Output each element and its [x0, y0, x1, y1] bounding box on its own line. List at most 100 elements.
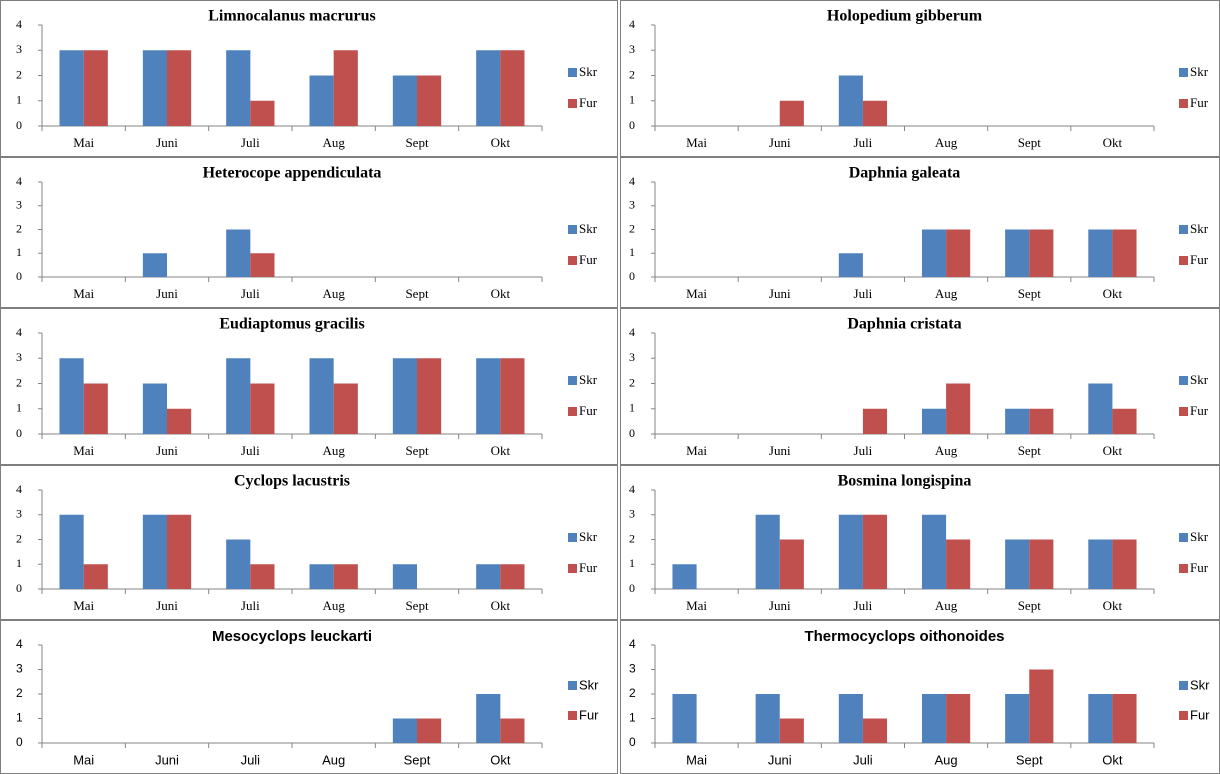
y-tick-label: 2 — [629, 375, 635, 389]
chart-panel: Eudiaptomus gracilis 0 1 2 3 4 Mai Juni Juli Aug S… — [0, 308, 618, 465]
bar-fur — [250, 253, 275, 277]
bar-fur — [862, 718, 888, 743]
y-tick-label: 0 — [629, 426, 635, 440]
bar-fur — [946, 694, 971, 743]
legend-swatch-skr — [568, 68, 577, 77]
y-tick-label: 4 — [16, 325, 22, 339]
bar-fur — [779, 718, 804, 743]
x-tick-label: Aug — [322, 286, 345, 301]
bar-skr — [309, 564, 334, 589]
y-tick-label: 3 — [629, 350, 635, 364]
bar-fur — [1112, 694, 1137, 743]
x-tick-label: Sept — [1016, 752, 1043, 767]
bar-skr — [921, 229, 947, 277]
bar-fur — [779, 100, 804, 126]
legend-label-skr: Skr — [1190, 529, 1209, 544]
bar-chart: Bosmina longispina 0 1 2 3 4 Mai Juni Juli Aug Sep… — [629, 473, 1209, 613]
y-tick-label: 3 — [16, 507, 22, 521]
legend-swatch-fur — [1179, 99, 1188, 108]
legend-swatch-fur — [568, 99, 577, 108]
y-tick-label: 1 — [629, 401, 635, 415]
y-tick-label: 4 — [16, 637, 23, 651]
x-tick-label: Juni — [769, 598, 791, 613]
y-tick-label: 4 — [629, 482, 635, 496]
legend-swatch-skr — [568, 376, 577, 385]
x-tick-label: Juli — [241, 443, 260, 458]
bar-skr — [226, 50, 251, 126]
chart-panel: Mesocyclops leuckarti 0 1 2 3 4 Mai Juni Juli Aug… — [0, 620, 618, 774]
bar-skr — [476, 50, 501, 126]
bar-fur — [1112, 408, 1137, 434]
bar-fur — [946, 229, 971, 277]
bar-skr — [1088, 229, 1113, 277]
x-tick-label: Okt — [491, 443, 511, 458]
bar-fur — [167, 514, 192, 589]
legend-label-fur: Fur — [1190, 560, 1209, 575]
bar-skr — [1005, 408, 1030, 434]
bar-chart: Eudiaptomus gracilis 0 1 2 3 4 Mai Juni Juli Aug S… — [16, 316, 598, 458]
bar-fur — [167, 50, 192, 126]
bar-skr — [309, 358, 334, 434]
bar-fur — [250, 100, 275, 126]
bar-fur — [250, 564, 275, 589]
chart-panel: Heterocope appendiculata 0 1 2 3 4 Mai Juni Juli… — [0, 157, 618, 308]
x-tick-label: Okt — [1103, 598, 1123, 613]
x-tick-label: Juli — [854, 286, 873, 301]
bar-fur — [500, 358, 525, 434]
bar-skr — [59, 358, 84, 434]
bar-chart: Limnocalanus macrurus 0 1 2 3 4 Mai Juni Juli Aug… — [16, 8, 598, 150]
legend-label-skr: Skr — [579, 529, 598, 544]
y-tick-label: 0 — [16, 426, 22, 440]
bar-fur — [946, 383, 971, 434]
legend-swatch-fur — [1179, 256, 1188, 265]
y-tick-label: 1 — [16, 401, 22, 415]
bar-fur — [779, 539, 804, 589]
x-tick-label: Mai — [73, 135, 94, 150]
x-tick-label: Juli — [854, 443, 873, 458]
bar-chart: Holopedium gibberum 0 1 2 3 4 Mai Juni Juli Aug Se… — [629, 8, 1209, 150]
bar-fur — [417, 718, 442, 743]
chart-title: Bosmina longispina — [838, 473, 972, 490]
chart-title: Mesocyclops leuckarti — [212, 628, 372, 645]
chart-title: Heterocope appendiculata — [203, 165, 382, 182]
bar-skr — [392, 358, 417, 434]
bar-fur — [1112, 539, 1137, 589]
legend-swatch-fur — [568, 711, 577, 720]
y-tick-label: 2 — [16, 67, 22, 81]
x-tick-label: Juni — [156, 286, 178, 301]
legend-label-skr: Skr — [579, 677, 599, 692]
y-tick-label: 0 — [16, 118, 22, 132]
bar-fur — [500, 718, 525, 743]
y-tick-label: 1 — [16, 245, 22, 259]
x-tick-label: Aug — [935, 752, 958, 767]
x-tick-label: Aug — [322, 598, 345, 613]
y-tick-label: 0 — [629, 581, 635, 595]
x-tick-label: Aug — [935, 135, 958, 150]
x-tick-label: Juni — [768, 752, 792, 767]
legend-swatch-fur — [1179, 564, 1188, 573]
legend-swatch-skr — [568, 225, 577, 234]
y-tick-label: 3 — [16, 350, 22, 364]
x-tick-label: Juli — [854, 598, 873, 613]
x-tick-label: Aug — [322, 135, 345, 150]
bar-fur — [1029, 229, 1054, 277]
bar-skr — [838, 253, 863, 277]
y-tick-label: 3 — [629, 507, 635, 521]
bar-skr — [476, 564, 501, 589]
x-tick-label: Sept — [1018, 598, 1042, 613]
y-tick-label: 1 — [629, 556, 635, 570]
bar-skr — [309, 75, 334, 126]
bar-skr — [476, 358, 501, 434]
y-tick-label: 1 — [629, 245, 635, 259]
x-tick-label: Sept — [1018, 443, 1042, 458]
legend-label-fur: Fur — [579, 560, 598, 575]
bar-skr — [392, 564, 417, 589]
legend-swatch-fur — [1179, 711, 1188, 720]
bar-fur — [946, 539, 971, 589]
chart-title: Daphnia galeata — [849, 165, 961, 182]
x-tick-label: Sept — [405, 135, 429, 150]
legend-swatch-fur — [568, 407, 577, 416]
bar-chart: Heterocope appendiculata 0 1 2 3 4 Mai Juni Juli… — [16, 165, 598, 301]
bar-skr — [755, 514, 780, 589]
bar-skr — [672, 694, 697, 743]
